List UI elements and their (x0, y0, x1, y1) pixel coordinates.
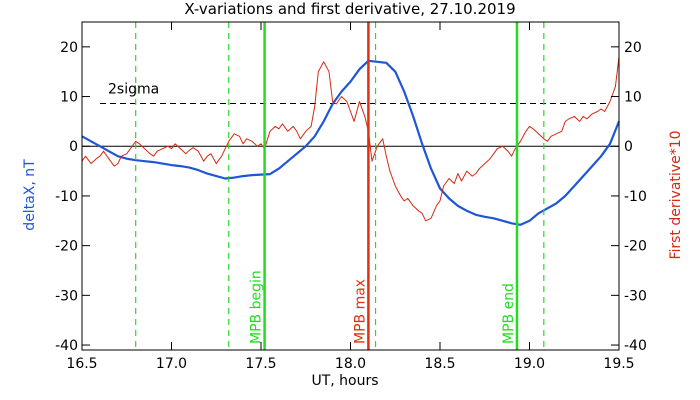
x-tick-label-6: 19.5 (603, 356, 634, 372)
series-deltaX (81, 59, 621, 226)
y-tick-label-right-3: -10 (624, 189, 647, 205)
x-tick-label-0: 16.5 (66, 356, 97, 372)
x-tick-label-3: 18.0 (335, 356, 366, 372)
x-tick-label-2: 17.5 (245, 356, 276, 372)
sigma-label: 2sigma (108, 82, 159, 98)
x-tick-label-5: 19.0 (514, 356, 545, 372)
y-axis-label-right: First derivative*10 (668, 130, 684, 259)
vertical-line-label-1: MPB max (352, 279, 368, 344)
y-axis-label-left: deltaX, nT (22, 159, 38, 231)
series-derivative (81, 56, 620, 222)
x-axis-label: UT, hours (311, 373, 378, 389)
plot-frame (81, 21, 620, 351)
y-tick-label-right-1: 10 (624, 90, 642, 106)
y-tick-label-right-6: -40 (624, 338, 647, 354)
y-tick-label-right-0: 20 (624, 40, 642, 56)
chart-title: X-variations and first derivative, 27.10… (184, 0, 515, 18)
y-tick-label-left-0: 20 (60, 40, 78, 56)
y-tick-label-left-1: 10 (60, 90, 78, 106)
y-tick-label-left-2: 0 (69, 139, 78, 155)
axes-layer: 16.5 17.0 17.5 18.0 18.5 19.0 19.5 20 20 10 10 0 0 -1… (55, 21, 647, 372)
y-tick-label-right-4: -20 (624, 239, 647, 255)
vertical-lines-layer: MPB begin MPB max MPB end (135, 22, 545, 350)
y-tick-label-left-6: -40 (55, 338, 78, 354)
series-layer (81, 56, 621, 226)
y-tick-label-left-3: -10 (55, 189, 78, 205)
vertical-line-label-0: MPB begin (249, 270, 265, 344)
vertical-line-label-2: MPB end (501, 283, 517, 344)
x-tick-label-4: 18.5 (424, 356, 455, 372)
y-tick-label-left-4: -20 (55, 239, 78, 255)
y-tick-label-left-5: -30 (55, 288, 78, 304)
x-tick-label-1: 17.0 (156, 356, 187, 372)
plot-lines (82, 103, 619, 147)
y-tick-label-right-2: 0 (624, 139, 633, 155)
y-tick-label-right-5: -30 (624, 288, 647, 304)
